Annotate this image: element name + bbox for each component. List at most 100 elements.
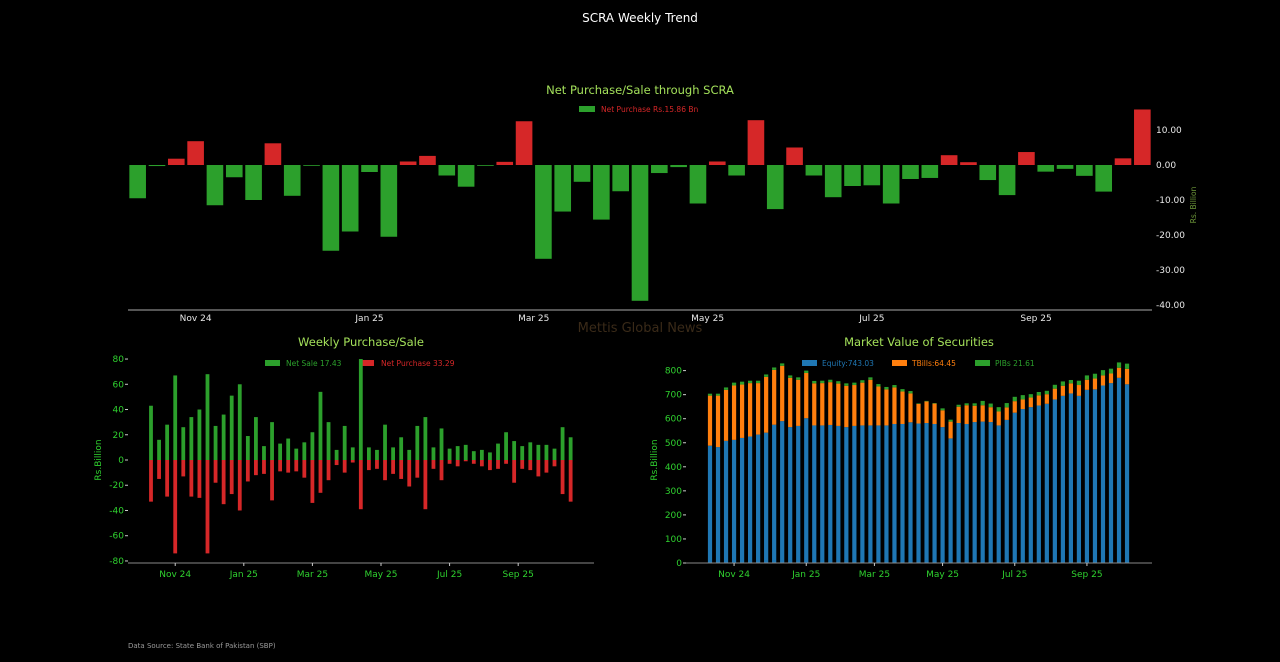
x-tick-label: Nov 24 [159,570,191,580]
bar-pibs [780,363,785,366]
bar [728,165,745,176]
bar-tbills [804,373,809,419]
bar-purchase [350,460,355,463]
x-tick-label: Jan 25 [229,570,258,580]
bar-equity [739,437,745,563]
bar-pibs [1076,380,1082,386]
bar-pibs [948,419,953,422]
bar-sale [479,449,484,460]
bar-sale [358,359,363,460]
bar-purchase [504,460,508,464]
bar [979,165,997,181]
bar-purchase [334,460,339,466]
bar [322,165,340,251]
bar-purchase [512,460,517,483]
bar-tbills [1092,378,1098,390]
bar-tbills [1028,397,1033,408]
bar [902,165,919,179]
bar [786,147,803,165]
y-tick-label: 0 [118,456,124,466]
bar [1056,165,1074,169]
bar-tbills [836,383,841,426]
bar-equity [844,427,849,563]
y-tick-label: 0 [676,559,682,569]
y-tick-label: 10.00 [1156,126,1182,136]
bar-sale [463,444,468,460]
bar-tbills [828,382,833,425]
bar-purchase [528,460,533,471]
bar-sale [423,417,428,460]
bar [187,141,204,165]
bar-pibs [1060,381,1065,386]
bar [631,165,649,301]
bar-equity [964,423,969,563]
bar-sale [415,425,420,460]
bar-sale [302,442,307,460]
y-tick-label: 40 [113,406,125,416]
bar-purchase [375,460,379,469]
legend-swatch [892,360,907,366]
bar-tbills [756,383,761,435]
bar-pibs [788,375,793,378]
bar [1134,109,1151,165]
bar-purchase [157,460,161,479]
bar-purchase [536,460,541,477]
bar-sale [375,449,379,460]
bar-tbills [924,401,929,424]
bar-pibs [715,393,721,396]
bar [689,165,707,204]
bar-sale [544,444,549,460]
bar-tbills [932,403,937,424]
bar-pibs [1108,368,1114,374]
bar-equity [1124,384,1130,563]
bar-pibs [876,384,881,387]
bar [882,165,900,204]
bar-purchase [165,460,170,497]
bar-equity [1076,395,1082,563]
bar-pibs [764,374,769,377]
x-tick-label: May 25 [365,570,398,580]
y-tick-label: -10.00 [1156,196,1185,206]
bar-purchase [229,460,234,495]
bar-sale [270,422,274,460]
bar-purchase [520,460,525,469]
bar [824,165,842,198]
bar-equity [764,432,769,563]
bar-equity [1020,409,1025,563]
bar-pibs [956,404,961,407]
bar-tbills [1108,373,1114,384]
bar-equity [892,423,897,563]
bar-equity [868,425,873,563]
chart-title: Net Purchase/Sale through SCRA [546,83,734,97]
bar-purchase [383,460,387,481]
bar [303,165,320,166]
bar-sale [350,447,355,460]
bar-sale [504,432,508,460]
bar-purchase [286,460,291,473]
bar [515,121,533,165]
page-title: SCRA Weekly Trend [582,11,698,25]
bar-pibs [1092,373,1098,379]
bar [708,161,726,165]
bar-pibs [1028,394,1033,398]
bar [457,165,475,187]
bar-purchase [310,460,315,503]
bar-sale [165,424,170,460]
bar [1076,165,1093,176]
y-tick-label: -40 [109,506,124,516]
bar-sale [181,427,186,460]
bar [283,165,301,196]
bar-sale [205,374,210,460]
y-tick-label: 60 [113,380,125,390]
bar-pibs [1084,375,1090,380]
x-tick-label: Sep 25 [1071,570,1102,580]
bar-purchase [415,460,420,478]
bar-pibs [756,380,761,384]
bar-purchase [463,460,468,462]
bar-tbills [1052,388,1057,400]
watermark: Mettis Global News [577,321,703,336]
bar [766,165,784,210]
x-tick-label: Jul 25 [858,314,884,324]
bar-equity [804,418,809,563]
